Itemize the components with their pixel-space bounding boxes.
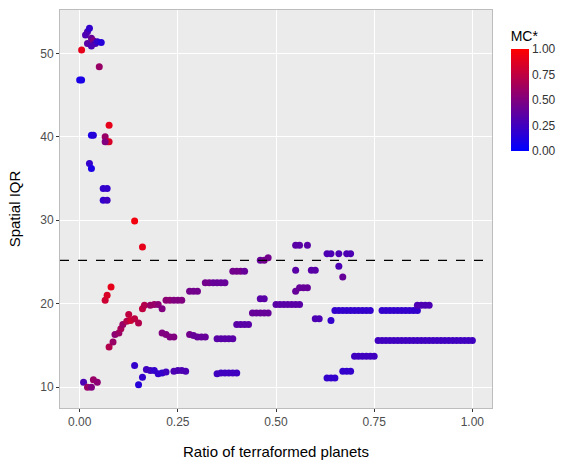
svg-text:1.00: 1.00 <box>532 42 556 56</box>
svg-text:50: 50 <box>40 47 54 61</box>
svg-text:MC*: MC* <box>511 28 539 44</box>
svg-text:0.75: 0.75 <box>363 415 387 429</box>
svg-text:0.25: 0.25 <box>166 415 190 429</box>
svg-text:40: 40 <box>40 130 54 144</box>
svg-text:10: 10 <box>40 380 54 394</box>
svg-text:0.50: 0.50 <box>532 93 556 107</box>
svg-text:0.50: 0.50 <box>264 415 288 429</box>
svg-text:30: 30 <box>40 213 54 227</box>
svg-text:0.00: 0.00 <box>532 144 556 158</box>
svg-text:20: 20 <box>40 297 54 311</box>
svg-text:Ratio of terraformed planets: Ratio of terraformed planets <box>183 443 369 460</box>
svg-text:0.75: 0.75 <box>532 68 556 82</box>
svg-text:1.00: 1.00 <box>461 415 485 429</box>
svg-text:0.25: 0.25 <box>532 119 556 133</box>
svg-text:0.00: 0.00 <box>68 415 92 429</box>
svg-text:Spatial IQR: Spatial IQR <box>6 170 23 247</box>
